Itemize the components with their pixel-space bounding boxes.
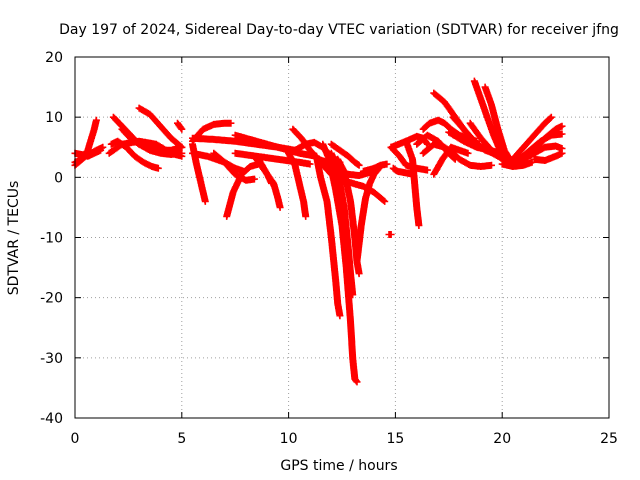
series-track-50 (515, 130, 566, 163)
data-point-marks (509, 113, 555, 163)
data-point-marks (353, 163, 384, 266)
y-tick-label: -30 (40, 351, 63, 367)
x-axis-label: GPS time / hours (280, 458, 397, 474)
y-tick-label: -40 (40, 411, 63, 427)
data-point-marks (312, 152, 344, 320)
data-point-marks (385, 231, 395, 238)
x-tick-label: 25 (600, 431, 618, 447)
series-track-16 (231, 131, 320, 160)
axis-ticks: 0 5 10 15 20 25 -40 -30 -20 -10 0 10 20 (40, 50, 618, 447)
series-track-30 (327, 140, 363, 169)
series-track-19 (253, 155, 275, 187)
data-point-marks (515, 130, 566, 163)
data-point-marks (223, 160, 263, 220)
y-axis-label: SDTVAR / TECUs (6, 181, 22, 296)
y-tick-label: -20 (40, 291, 63, 307)
grid-lines (75, 57, 609, 418)
series-track-09 (174, 119, 186, 133)
series-track-46 (445, 128, 506, 157)
data-point-marks (445, 128, 506, 157)
x-tick-label: 10 (280, 431, 298, 447)
data-point-marks (389, 164, 414, 178)
data-point-marks (253, 155, 275, 187)
x-tick-label: 5 (177, 431, 186, 447)
series-track-27 (353, 163, 384, 266)
data-point-marks (327, 140, 363, 169)
data-point-marks (231, 131, 320, 160)
series-track-34 (389, 164, 414, 178)
data-point-marks (359, 160, 391, 175)
y-tick-label: -10 (40, 231, 63, 247)
x-tick-label: 20 (493, 431, 511, 447)
series-track-15 (223, 160, 263, 220)
data-point-marks (402, 137, 423, 229)
x-tick-label: 0 (71, 431, 80, 447)
x-tick-label: 15 (386, 431, 404, 447)
chart-title: Day 197 of 2024, Sidereal Day-to-day VTE… (59, 22, 619, 38)
data-point-marks (285, 149, 310, 220)
series-track-48 (509, 113, 555, 163)
data-point-marks (174, 119, 186, 133)
series-track-23 (312, 152, 344, 320)
data-point-marks (530, 149, 566, 164)
series-track-31 (359, 160, 391, 175)
series-track-32 (385, 231, 395, 238)
series-track-08 (105, 137, 186, 160)
series-track-07 (135, 104, 186, 151)
data-point-marks (105, 137, 186, 160)
series-track-51 (520, 142, 566, 163)
y-tick-label: 20 (45, 50, 63, 66)
data-point-marks (135, 104, 186, 151)
y-tick-label: 0 (54, 170, 63, 186)
y-tick-label: 10 (45, 110, 63, 126)
data-point-marks (520, 142, 566, 163)
series-track-52 (530, 149, 566, 164)
series-track-40 (430, 143, 472, 178)
series-track-35 (402, 137, 423, 229)
series-track-20 (285, 149, 310, 220)
data-point-marks (430, 143, 472, 178)
data-points (71, 77, 566, 386)
